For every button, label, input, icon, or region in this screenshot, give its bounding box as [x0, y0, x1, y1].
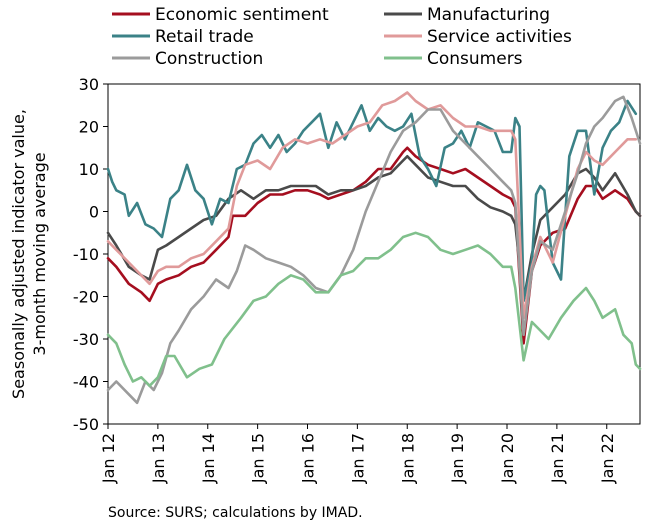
x-tick-label: Jan 20 — [498, 433, 517, 484]
series-line-consumers — [106, 231, 642, 388]
y-tick-label: 20 — [79, 118, 99, 137]
x-tick-label: Jan 12 — [99, 433, 118, 484]
x-tick-label: Jan 21 — [548, 433, 567, 484]
x-tick-label: Jan 13 — [149, 433, 168, 484]
y-tick-label: -40 — [73, 373, 99, 392]
series-line-manufacturing — [106, 155, 642, 303]
series-line-service-activities — [106, 91, 638, 320]
y-axis-title-line-2: 3-month moving average — [30, 152, 49, 355]
y-tick-label: 30 — [79, 75, 99, 94]
x-tick-label: Jan 22 — [598, 433, 617, 484]
y-tick-label: -30 — [73, 330, 99, 349]
legend-label-retail-trade: Retail trade — [155, 27, 254, 47]
x-tick-label: Jan 15 — [249, 433, 268, 484]
y-tick-label: 0 — [89, 203, 99, 222]
x-tick-label: Jan 18 — [398, 433, 417, 484]
source-note: Source: SURS; calculations by IMAD. — [108, 505, 363, 521]
y-tick-label: 10 — [79, 160, 99, 179]
x-tick-label: Jan 16 — [299, 433, 318, 484]
x-tick-label: Jan 19 — [448, 433, 467, 484]
legend-label-manufacturing: Manufacturing — [427, 5, 550, 25]
legend-label-service-activities: Service activities — [427, 27, 572, 47]
x-tick-label: Jan 17 — [348, 433, 367, 484]
legend-label-consumers: Consumers — [427, 49, 523, 69]
legend-label-economic-sentiment: Economic sentiment — [155, 5, 329, 25]
series-line-construction — [106, 95, 642, 405]
y-tick-label: -20 — [73, 288, 99, 307]
y-axis-title-line-1: Seasonally adjusted indicator value, — [9, 109, 28, 399]
x-axis: Jan 12 Jan 13 Jan 14 Jan 15 Jan 16 Jan 17 Jan … — [99, 424, 617, 484]
y-tick-label: -10 — [73, 245, 99, 264]
series-line-retail-trade — [106, 99, 638, 303]
plot-area-frame — [107, 83, 641, 425]
legend: Economic sentiment Manufacturing Retail … — [112, 5, 572, 69]
legend-label-construction: Construction — [155, 49, 263, 69]
series-lines — [106, 91, 642, 405]
x-tick-label: Jan 14 — [199, 433, 218, 484]
y-axis: 30 20 10 0 -10 -20 -30 -40 -50 — [73, 75, 108, 434]
y-tick-label: -50 — [73, 415, 99, 434]
